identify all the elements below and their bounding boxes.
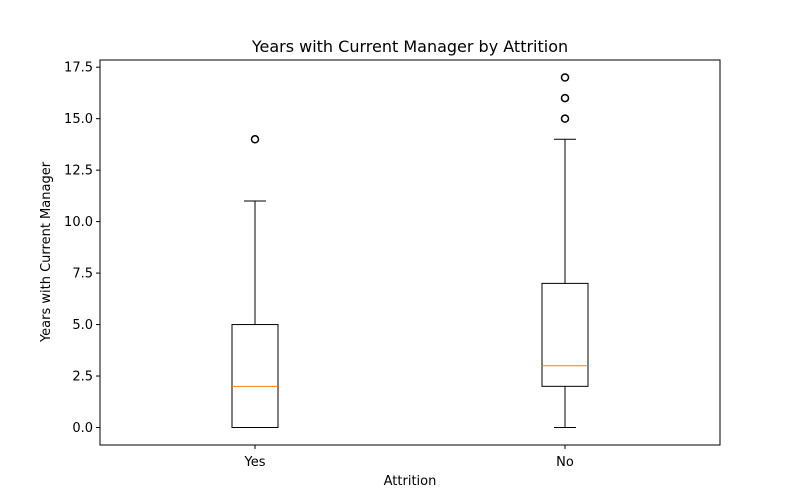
chart-title: Years with Current Manager by Attrition: [251, 37, 568, 56]
y-axis: 0.0 2.5 5.0 7.5 10.0 12.5 15.0 17.5: [64, 61, 100, 436]
boxes-layer: [231, 73, 589, 429]
y-tick-label: 2.5: [72, 370, 93, 385]
outlier-point: [560, 93, 570, 103]
plot-area: [99, 59, 721, 446]
y-tick-label: 7.5: [72, 267, 93, 282]
y-tick-label: 10.0: [64, 215, 93, 230]
outlier-point: [560, 73, 570, 82]
box-group-yes: [231, 135, 279, 429]
outlier-point: [560, 114, 570, 123]
box-group-no: [541, 73, 589, 428]
y-axis-label: Years with Current Manager: [39, 161, 54, 343]
y-tick-label: 12.5: [64, 164, 93, 179]
x-axis-label: Attrition: [384, 474, 437, 489]
y-tick-label: 15.0: [64, 112, 93, 127]
x-tick-label: No: [556, 455, 574, 470]
y-tick-label: 5.0: [72, 318, 93, 333]
iqr-box: [231, 324, 279, 429]
iqr-box: [541, 282, 589, 387]
x-axis: Yes No: [244, 445, 574, 470]
y-tick-label: 0.0: [72, 421, 93, 436]
y-tick-label: 17.5: [64, 61, 93, 76]
x-tick-label: Yes: [244, 455, 266, 470]
outlier-point: [250, 135, 260, 144]
